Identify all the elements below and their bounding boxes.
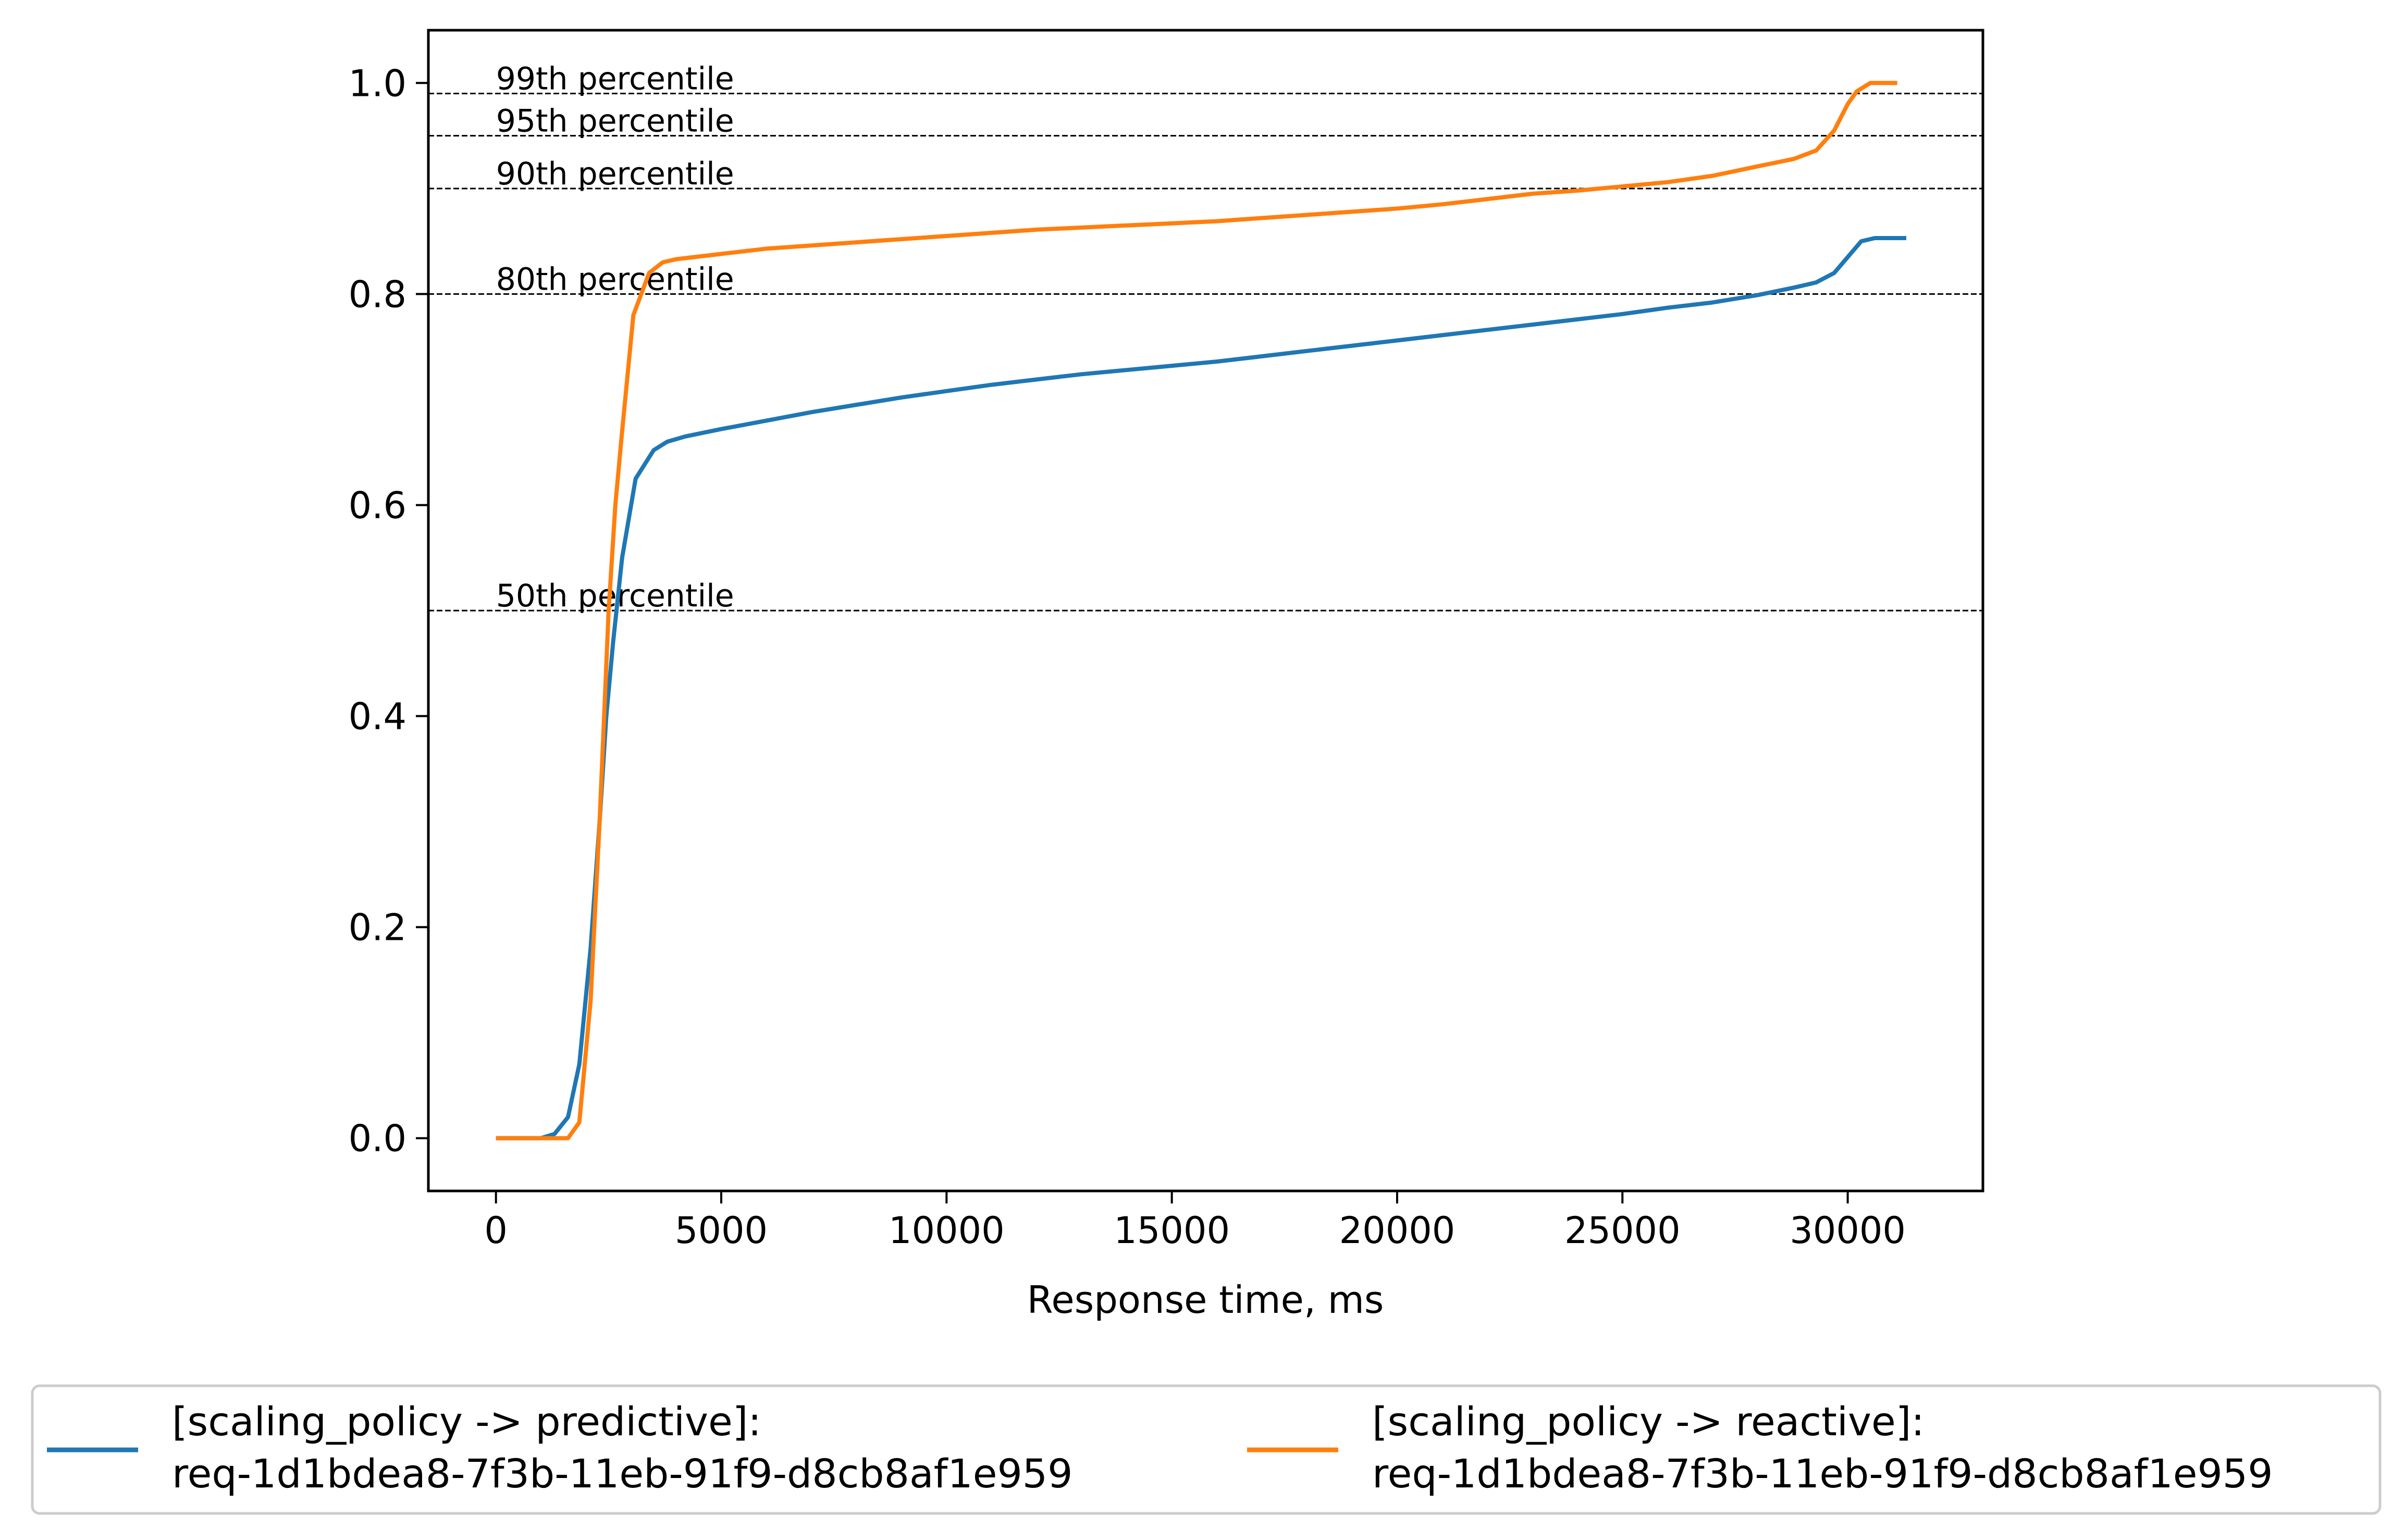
y-tick-label: 0.8 [349, 273, 406, 316]
y-tick-label: 0.2 [349, 906, 406, 949]
x-tick-label: 0 [484, 1209, 508, 1252]
reference-line-label: 95th percentile [496, 103, 734, 140]
y-tick-label: 1.0 [349, 62, 406, 105]
x-tick-label: 10000 [889, 1209, 1005, 1252]
legend-box [31, 1384, 2382, 1515]
series-lines [496, 81, 1906, 1140]
x-tick-label: 25000 [1564, 1209, 1681, 1252]
series-line-reactive [496, 81, 1897, 1140]
plot-frame [427, 29, 1984, 1193]
x-tick-label: 15000 [1114, 1209, 1230, 1252]
reference-line-label: 90th percentile [496, 156, 734, 192]
y-tick-label: 0.6 [349, 484, 406, 527]
reference-line-label: 80th percentile [496, 261, 734, 297]
series-line-predictive [496, 236, 1906, 1140]
x-axis-title: Response time, ms [1027, 1278, 1384, 1322]
y-axis-ticks: 0.0 0.2 0.4 0.6 0.8 1.0 [349, 62, 428, 1160]
x-tick-label: 20000 [1339, 1209, 1456, 1252]
reference-lines: 99th percentile 95th percentile 90th perce… [428, 61, 1983, 614]
y-tick-label: 0.0 [349, 1117, 406, 1160]
legend-label-reactive-line2: req-1d1bdea8-7f3b-11eb-91f9-d8cb8af1e959 [1372, 1450, 2273, 1497]
y-tick-label: 0.4 [349, 696, 406, 738]
legend-label-predictive-line2: req-1d1bdea8-7f3b-11eb-91f9-d8cb8af1e959 [172, 1450, 1073, 1497]
legend: [scaling_policy -> predictive]: req-1d1b… [31, 1384, 2382, 1515]
x-tick-label: 30000 [1790, 1209, 1906, 1252]
x-tick-label: 5000 [675, 1209, 768, 1252]
x-axis-ticks: 0 5000 10000 15000 20000 25000 30000 [484, 1191, 1906, 1252]
reference-line-label: 99th percentile [496, 61, 734, 97]
legend-label-predictive-line1: [scaling_policy -> predictive]: [172, 1398, 761, 1445]
legend-label-reactive-line1: [scaling_policy -> reactive]: [1372, 1398, 1925, 1445]
